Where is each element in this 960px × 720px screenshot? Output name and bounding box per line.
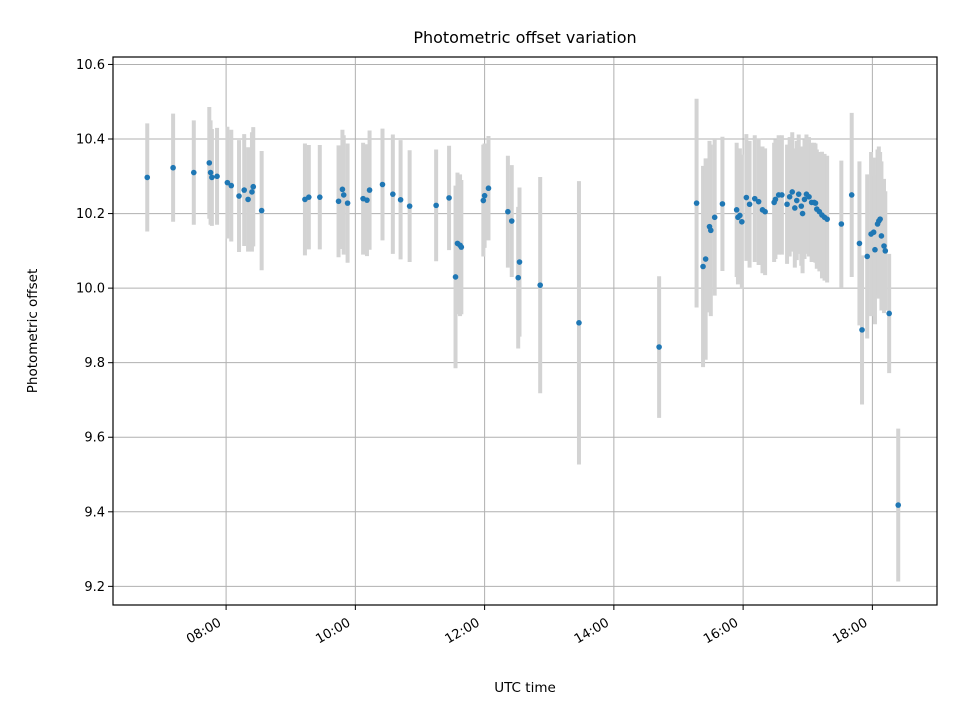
data-point — [739, 218, 745, 225]
data-point — [872, 246, 878, 253]
data-point — [878, 233, 885, 239]
data-point — [214, 173, 220, 180]
data-point — [700, 263, 706, 270]
y-tick-label: 9.4 — [84, 505, 105, 520]
data-point — [779, 192, 785, 198]
data-point — [508, 218, 515, 224]
data-point — [379, 181, 386, 188]
data-point — [515, 274, 522, 281]
data-point — [206, 160, 213, 166]
data-point — [895, 502, 902, 508]
y-tick-label: 10.2 — [76, 207, 105, 222]
data-point — [711, 214, 718, 221]
data-point — [241, 187, 247, 193]
y-tick-label: 9.8 — [84, 356, 105, 371]
data-point — [812, 200, 819, 206]
data-point — [576, 319, 582, 326]
y-tick-label: 9.6 — [84, 431, 105, 446]
data-point — [786, 193, 793, 200]
data-point — [882, 248, 889, 254]
data-point — [236, 193, 242, 199]
data-point — [755, 198, 762, 205]
data-point — [344, 200, 351, 206]
data-point — [838, 221, 845, 227]
data-point — [190, 169, 197, 176]
y-tick-label: 10.6 — [76, 58, 105, 73]
data-point — [364, 197, 370, 203]
data-point — [390, 191, 396, 197]
y-tick-label: 10.0 — [76, 282, 105, 297]
data-point — [719, 201, 726, 207]
data-point — [480, 197, 487, 204]
data-point — [245, 196, 251, 203]
data-point — [848, 192, 855, 198]
data-point — [702, 256, 709, 262]
data-point — [772, 196, 779, 203]
data-point — [485, 185, 492, 192]
data-point — [799, 210, 806, 217]
data-point — [433, 202, 439, 209]
data-point — [743, 194, 750, 201]
data-point — [798, 203, 805, 209]
data-point — [792, 205, 798, 211]
data-point — [537, 282, 543, 288]
data-point — [505, 208, 511, 215]
data-point — [656, 344, 662, 350]
data-point — [708, 227, 714, 234]
data-point — [170, 164, 176, 171]
data-point — [881, 243, 887, 249]
data-point — [306, 194, 312, 200]
data-point — [249, 189, 255, 195]
data-point — [224, 179, 231, 186]
data-point — [458, 244, 465, 250]
data-point — [877, 216, 883, 222]
data-point — [317, 194, 323, 200]
data-point — [516, 259, 523, 265]
data-point — [856, 240, 863, 247]
data-point — [801, 196, 808, 203]
data-point — [795, 191, 802, 197]
data-point — [366, 187, 373, 193]
data-point — [258, 207, 265, 214]
data-points — [144, 160, 902, 508]
data-point — [824, 216, 830, 222]
data-point — [751, 195, 758, 202]
data-point — [228, 182, 235, 189]
data-point — [789, 189, 796, 195]
data-point — [737, 212, 743, 219]
data-point — [481, 192, 488, 199]
data-point — [209, 174, 215, 181]
x-axis-label: UTC time — [494, 680, 556, 696]
data-point — [446, 195, 452, 201]
data-point — [864, 253, 871, 260]
data-point — [340, 192, 347, 198]
data-point — [250, 183, 257, 190]
y-axis-label: Photometric offset — [25, 269, 41, 393]
y-tick-label: 9.2 — [84, 580, 105, 595]
data-point — [339, 186, 346, 193]
data-point — [207, 169, 214, 176]
data-point — [886, 310, 892, 317]
data-point — [793, 197, 800, 204]
data-point — [335, 198, 342, 205]
y-tick-label: 10.4 — [76, 133, 105, 148]
data-point — [397, 196, 404, 203]
data-point — [806, 193, 812, 200]
data-point — [784, 201, 790, 208]
data-point — [762, 208, 768, 215]
data-point — [406, 203, 413, 209]
data-point — [859, 327, 865, 333]
data-point — [144, 174, 151, 181]
data-point — [693, 200, 700, 206]
data-point — [746, 201, 753, 208]
y-axis: 9.2 9.4 9.6 9.8 10.0 10.2 10.4 10.6 — [76, 58, 113, 595]
data-point — [452, 274, 459, 280]
data-point — [733, 207, 740, 213]
data-point — [870, 229, 877, 236]
chart-title: Photometric offset variation — [413, 28, 636, 47]
plot-frame — [112, 56, 938, 606]
